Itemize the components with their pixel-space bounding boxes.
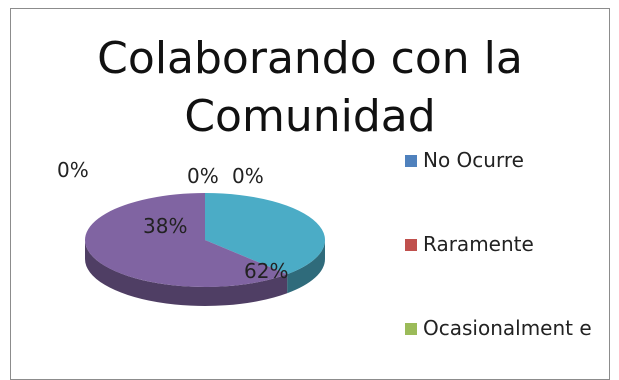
pie-slice-side-3-0	[287, 240, 325, 294]
chart-title-line-1: Colaborando con la	[97, 33, 523, 84]
legend-swatch-ocasionalmente	[405, 323, 417, 335]
pie-slice-3	[205, 193, 326, 275]
pct-label-38: 38%	[143, 214, 188, 238]
pct-label-no-ocurre: 0%	[57, 158, 89, 182]
legend-swatch-no-ocurre	[405, 155, 417, 167]
pct-label-ocasionalmente: 0%	[232, 164, 264, 188]
pct-label-raramente: 0%	[187, 164, 219, 188]
pct-label-62: 62%	[244, 259, 289, 283]
pie-layer	[85, 193, 326, 306]
legend-label-no-ocurre: No Ocurre	[423, 148, 524, 172]
legend-label-raramente: Raramente	[423, 232, 534, 256]
legend-label-ocasionalmente: Ocasionalment e	[423, 316, 592, 340]
pie-slice-side-4-0	[85, 240, 288, 306]
chart-area	[10, 8, 610, 380]
pie-slice-4	[85, 193, 288, 288]
legend-swatch-raramente	[405, 239, 417, 251]
chart-title-line-2: Comunidad	[184, 91, 436, 142]
chart-title: Colaborando con la Comunidad	[0, 30, 619, 146]
